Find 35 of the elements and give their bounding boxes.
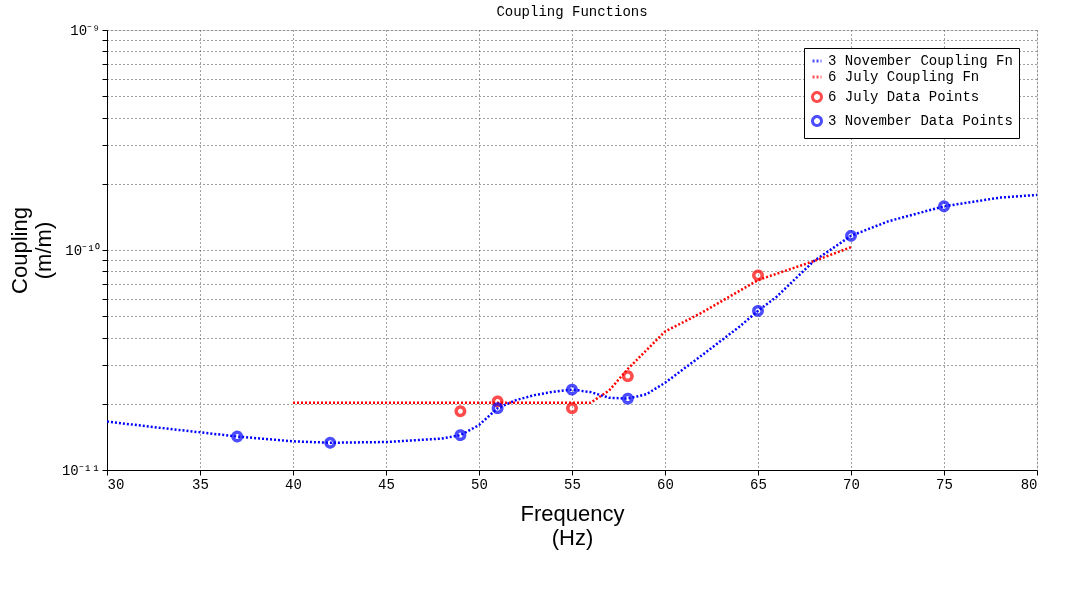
point — [752, 269, 764, 282]
chart-title: Coupling Functions — [496, 4, 648, 20]
y-tick-label: 10⁻¹¹ — [61, 462, 101, 479]
y-tick-label: 10⁻⁹ — [70, 22, 101, 39]
y-axis-title: Coupling (m/m) — [6, 207, 56, 294]
x-tick-label: 75 — [936, 476, 953, 493]
legend-label: 6 July Coupling Fn — [828, 69, 980, 85]
point — [566, 383, 578, 396]
point — [231, 430, 244, 443]
x-tick-label: 70 — [843, 476, 860, 493]
legend-label: 6 July Data Points — [828, 89, 980, 105]
x-tick-label: 45 — [378, 476, 395, 493]
x-tick-label: 50 — [471, 476, 488, 493]
legend-label: 3 November Data Points — [828, 113, 1013, 129]
x-tick-label: 55 — [564, 476, 581, 493]
y-tick-label: 10⁻¹⁰ — [65, 242, 101, 259]
x-axis-title: Frequency (Hz) — [520, 500, 625, 550]
point — [454, 429, 467, 442]
point — [324, 436, 337, 449]
point — [938, 200, 950, 213]
x-tick-label: 80 — [1020, 476, 1038, 493]
x-tick-label: 65 — [750, 476, 767, 493]
x-tick-label: 30 — [107, 476, 125, 493]
point — [491, 402, 504, 415]
point — [491, 395, 504, 408]
point — [566, 402, 578, 415]
x-tick-label: 60 — [657, 476, 674, 493]
point — [752, 304, 764, 317]
x-tick-label: 40 — [285, 476, 302, 493]
legend-label: 3 November Coupling Fn — [828, 53, 1013, 69]
point — [845, 229, 857, 242]
point — [454, 405, 467, 418]
point — [621, 370, 634, 383]
point — [621, 392, 634, 405]
x-tick-label: 35 — [192, 476, 209, 493]
